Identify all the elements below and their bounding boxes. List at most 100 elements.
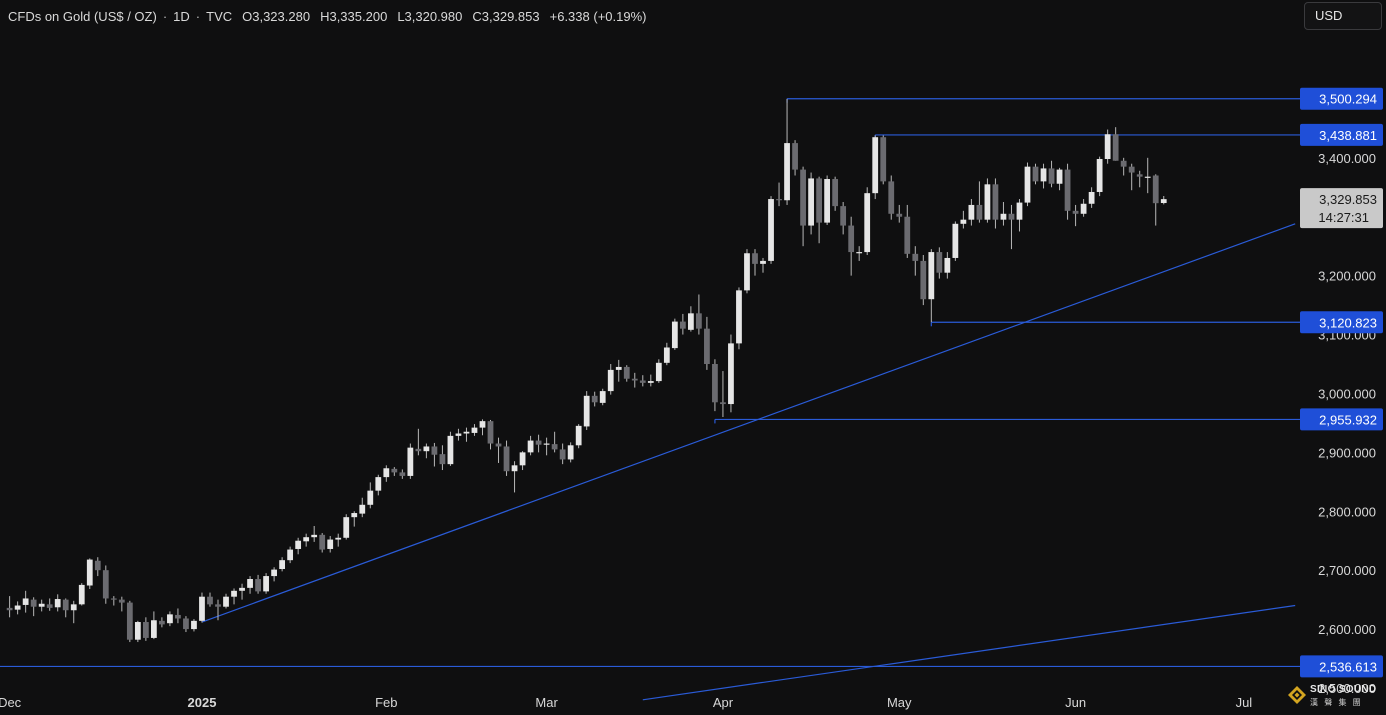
candle-body xyxy=(768,199,774,261)
level-label-text: 3,438.881 xyxy=(1319,128,1377,143)
candle-body xyxy=(896,213,903,217)
candle-body xyxy=(599,391,606,403)
level-label-text: 2,955.932 xyxy=(1319,412,1377,427)
diamond-logo-icon xyxy=(1288,686,1306,704)
candle-body xyxy=(391,468,398,473)
x-tick-label: Mar xyxy=(535,695,558,710)
candle-body xyxy=(607,369,614,392)
candle-body xyxy=(1088,191,1095,204)
symbol-name[interactable]: CFDs on Gold (US$ / OZ) xyxy=(8,8,157,24)
candle-body xyxy=(183,618,189,630)
candle-body xyxy=(359,504,366,514)
candle-body xyxy=(744,253,750,291)
candle-body xyxy=(367,490,374,505)
candle-body xyxy=(207,596,213,605)
candle-body xyxy=(1048,168,1055,184)
high-value: H3,335.200 xyxy=(320,8,388,24)
candle-body xyxy=(944,257,951,273)
candle-body xyxy=(287,549,294,561)
candle-body xyxy=(824,179,831,223)
candle-body xyxy=(303,537,310,542)
candle-body xyxy=(1144,176,1151,178)
candle-body xyxy=(1032,166,1039,182)
price-axis: 2,500.000 2,600.000 2,700.000 2,800.000 2,90… xyxy=(1318,151,1376,696)
candle-body xyxy=(992,184,999,220)
candle-body xyxy=(800,169,806,226)
candle-body xyxy=(960,219,967,224)
x-tick-label: Dec xyxy=(0,695,22,710)
candle-body xyxy=(872,137,879,194)
currency-button[interactable]: USD xyxy=(1304,2,1382,30)
candle-body xyxy=(487,421,494,444)
candle-body xyxy=(191,620,197,630)
candle-body xyxy=(175,614,181,619)
candle-body xyxy=(263,576,269,592)
x-tick-label: Jul xyxy=(1236,695,1253,710)
candle-body xyxy=(984,184,991,220)
candle-body xyxy=(856,252,863,254)
candle-body xyxy=(736,290,742,344)
candle-body xyxy=(399,472,406,476)
candle-body xyxy=(591,395,598,403)
candle-body xyxy=(888,181,895,214)
candle-body xyxy=(319,534,326,550)
candle-body xyxy=(615,366,622,370)
candle-body xyxy=(70,604,77,611)
candle-body xyxy=(519,452,526,466)
open-value: O3,323.280 xyxy=(242,8,311,24)
candle-body xyxy=(880,137,887,182)
candle-body xyxy=(495,443,502,447)
candle-body xyxy=(696,313,702,329)
x-tick-label: May xyxy=(887,695,912,710)
level-label-box xyxy=(1300,87,1383,110)
low-value: L3,320.980 xyxy=(397,8,463,24)
candle-body xyxy=(671,321,678,349)
logo-text: SINO SOUND xyxy=(1310,684,1377,695)
candle-body xyxy=(575,425,582,446)
candle-body xyxy=(134,622,141,640)
candle-body xyxy=(752,253,758,264)
candle-body xyxy=(567,445,574,460)
candle-body xyxy=(38,603,45,607)
candle-body xyxy=(1152,175,1159,204)
candle-body xyxy=(543,443,550,445)
candle-body xyxy=(808,178,814,226)
level-label-text: 2,536.613 xyxy=(1319,659,1377,674)
time-axis: Dec 2025 Feb Mar Apr May Jun Jul xyxy=(0,695,1252,710)
symbol-header: CFDs on Gold (US$ / OZ) · 1D · TVC O3,32… xyxy=(8,6,646,26)
candle-body xyxy=(255,579,261,592)
candle-body xyxy=(167,614,173,624)
candle-body xyxy=(1072,210,1079,214)
x-tick-label: Apr xyxy=(713,695,734,710)
candle-body xyxy=(479,421,486,428)
candle-body xyxy=(848,225,855,253)
candle-body xyxy=(712,364,718,403)
candle-body xyxy=(527,440,534,453)
separator: · xyxy=(162,8,168,24)
interval[interactable]: 1D xyxy=(173,8,190,24)
current-price-box xyxy=(1300,188,1383,229)
candle-body xyxy=(1040,168,1047,182)
candle-body xyxy=(327,539,334,549)
candle-body xyxy=(728,343,734,405)
y-tick-label: 3,200.000 xyxy=(1318,269,1376,284)
candle-body xyxy=(102,570,109,599)
candle-body xyxy=(311,534,318,538)
candle-body xyxy=(247,579,253,588)
level-label-box xyxy=(1300,123,1383,146)
candle-body xyxy=(271,569,277,577)
candle-body xyxy=(231,590,237,597)
trendline xyxy=(201,223,1296,623)
candle-body xyxy=(912,253,919,261)
candle-body xyxy=(1136,174,1143,177)
candle-body xyxy=(94,560,101,571)
candle-body xyxy=(1016,202,1023,220)
candle-body xyxy=(904,216,911,254)
candle-body xyxy=(159,620,165,625)
candle-body xyxy=(792,143,798,170)
change-value: +6.338 (+0.19%) xyxy=(549,8,647,24)
candle-body xyxy=(559,449,566,460)
trendline xyxy=(642,604,1296,701)
candle-body xyxy=(583,395,590,427)
